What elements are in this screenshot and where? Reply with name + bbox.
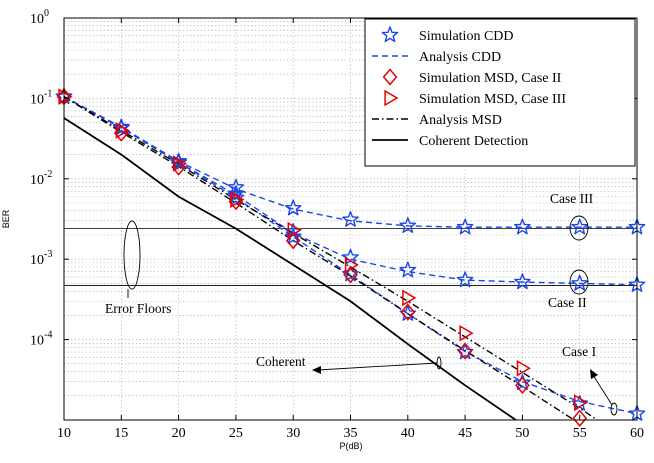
x-tick-label: 10 [57,426,71,441]
ellipse-case-iii [569,215,589,241]
arrowhead-coherent [312,366,321,374]
x-tick-label: 35 [344,426,358,441]
legend-label: Simulation MSD, Case III [419,92,566,107]
annotation-case-iii: Case III [550,191,594,206]
ellipse-error-floors [123,220,141,290]
y-tick-label: 10-2 [30,169,52,188]
data-point-diamond [515,376,530,394]
series-analysis-msd-case-iii-line [64,96,599,420]
series-lines [64,96,637,420]
arrowhead-case-i [590,369,598,379]
data-point-star [170,153,187,170]
data-point-star [342,265,359,282]
data-point-star [571,274,589,291]
data-point-star [342,210,359,227]
x-tick-label: 20 [172,426,186,441]
data-point-triangle [459,324,474,342]
data-point-diamond [457,342,473,360]
series-analysis-cdd-case-ii-line [64,96,637,286]
annotation-case-i: Case I [562,344,597,359]
series-analysis-msd-case-ii-line [64,96,576,420]
legend-label: Simulation CDD [419,29,514,44]
data-point-star [170,152,187,169]
legend-label: Coherent Detection [419,134,528,149]
data-point-star [227,189,245,205]
legend-label: Simulation MSD, Case II [419,71,562,86]
data-point-star [227,185,245,202]
legend-box [364,18,636,167]
data-point-star [514,273,531,290]
x-tick-label: 55 [573,426,587,441]
data-point-triangle [516,359,531,377]
legend-item-analysis-msd: Analysis MSD [372,113,502,128]
x-axis-label: P(dB) [339,441,362,451]
error-floor-lines [64,228,637,286]
series-simulation-cdd-case-iii-markers [55,87,646,235]
data-point-triangle [172,155,188,172]
ellipse-case-ii [569,269,589,295]
series-markers [55,87,646,427]
data-point-star [284,228,302,244]
legend: Simulation CDD Analysis CDD Simulation MSD… [364,18,636,167]
x-axis-ticks: 10 15 20 25 30 35 40 45 50 55 60 [57,18,644,441]
data-point-star [514,218,531,235]
data-point-triangle [574,394,589,411]
x-tick-label: 40 [401,426,415,441]
y-tick-label: 10-4 [30,330,52,349]
data-point-diamond [572,409,588,427]
data-point-triangle [344,256,359,274]
data-point-star [456,218,474,235]
data-point-triangle [230,191,245,208]
annotation-coherent: Coherent [256,354,306,369]
legend-item-analysis-cdd: Analysis CDD [372,50,501,65]
data-point-triangle [58,88,73,106]
arrow-case-i [592,374,613,406]
data-point-star [456,271,474,288]
legend-item-simulation-msd-case-ii: Simulation MSD, Case II [382,68,562,86]
x-tick-label: 15 [114,426,128,441]
y-tick-label: 10-3 [30,249,52,268]
grid [64,18,637,420]
legend-swatch [381,26,399,43]
data-point-star [112,119,130,136]
data-point-triangle [287,221,302,239]
data-point-triangle [115,122,130,139]
series-coherent-detection-line [64,117,518,420]
annotations: Case III Case II Case I Error Floors Coh… [105,191,618,416]
annotation-error-floors: Error Floors [105,301,171,316]
x-tick-label: 45 [458,426,472,441]
y-axis-ticks: 100 10-1 10-2 10-3 10-4 [30,8,637,349]
legend-item-simulation-msd-case-iii: Simulation MSD, Case III [384,89,566,107]
series-analysis-cdd-case-iii-line [64,96,637,228]
data-point-triangle [402,289,417,307]
x-tick-label: 25 [229,426,243,441]
data-point-star [284,199,302,216]
data-point-diamond [285,232,301,250]
legend-label: Analysis CDD [419,50,501,65]
data-point-star [399,217,417,234]
series-simulation-msd-case-iii-markers [58,88,589,411]
ellipse-case-i [610,402,618,416]
x-tick-label: 60 [630,426,644,441]
legend-swatch [384,89,399,107]
legend-item-simulation-cdd: Simulation CDD [381,26,514,44]
data-point-star [399,261,417,278]
annotation-case-ii: Case II [548,295,587,310]
x-tick-label: 30 [286,426,300,441]
legend-swatch [382,68,398,86]
series-analysis-cdd-case-i-line [64,96,637,415]
x-tick-label: 50 [515,426,529,441]
legend-label: Analysis MSD [419,113,502,128]
data-point-diamond [400,303,416,321]
data-point-star [112,118,130,135]
data-point-star [514,374,531,390]
y-axis-label: BER [1,209,11,228]
data-point-star [571,218,589,235]
arrow-coherent [317,362,438,371]
y-tick-label: 100 [30,8,49,27]
y-tick-label: 10-1 [30,88,52,107]
legend-item-coherent-detection: Coherent Detection [372,134,528,149]
